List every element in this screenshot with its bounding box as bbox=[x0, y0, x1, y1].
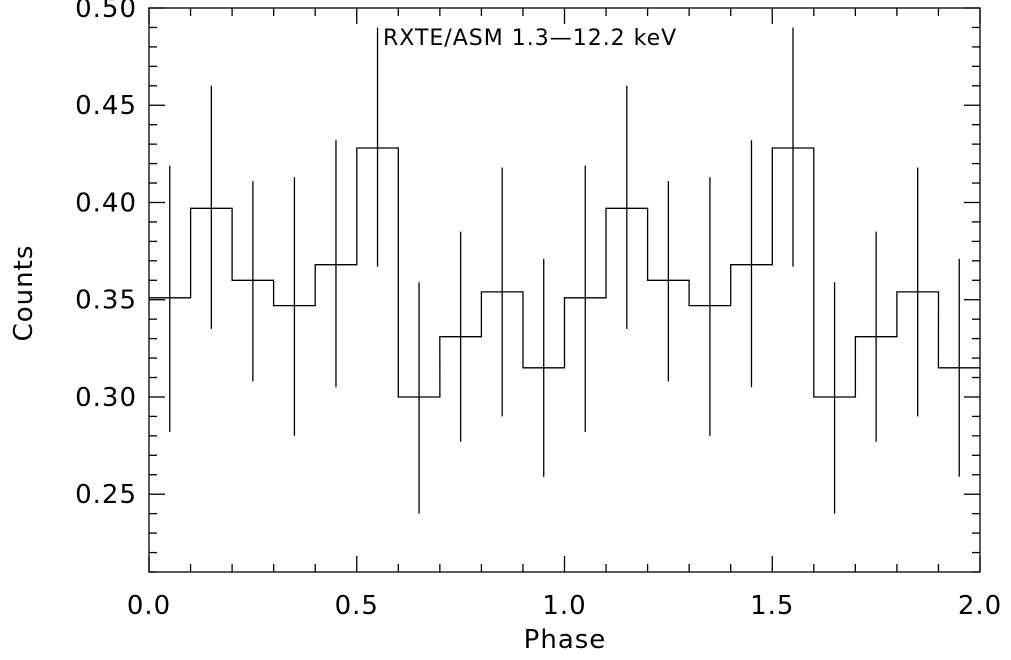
x-tick-label: 1.0 bbox=[542, 591, 586, 621]
y-tick-label: 0.30 bbox=[75, 383, 137, 413]
plot-area: 0.0 0.5 1.0 1.5 2.0 0.25 0.30 0.35 0.40 0.45 0.50 bbox=[75, 0, 1002, 621]
y-tick-label: 0.35 bbox=[75, 286, 137, 316]
x-tick-label: 0.0 bbox=[127, 591, 171, 621]
y-tick-label: 0.25 bbox=[75, 480, 137, 510]
y-tick-label: 0.45 bbox=[75, 91, 137, 121]
y-axis-label: Counts bbox=[9, 245, 39, 342]
y-tick-label: 0.40 bbox=[75, 188, 137, 218]
histogram-step-line bbox=[149, 147, 980, 398]
x-tick-label: 1.5 bbox=[750, 591, 794, 621]
x-tick-label: 0.5 bbox=[335, 591, 379, 621]
x-axis-label: Phase bbox=[524, 625, 607, 655]
x-tick-label: 2.0 bbox=[958, 591, 1002, 621]
y-tick-label: 0.50 bbox=[75, 0, 137, 24]
chart-title: RXTE/ASM 1.3—12.2 keV bbox=[383, 26, 677, 51]
